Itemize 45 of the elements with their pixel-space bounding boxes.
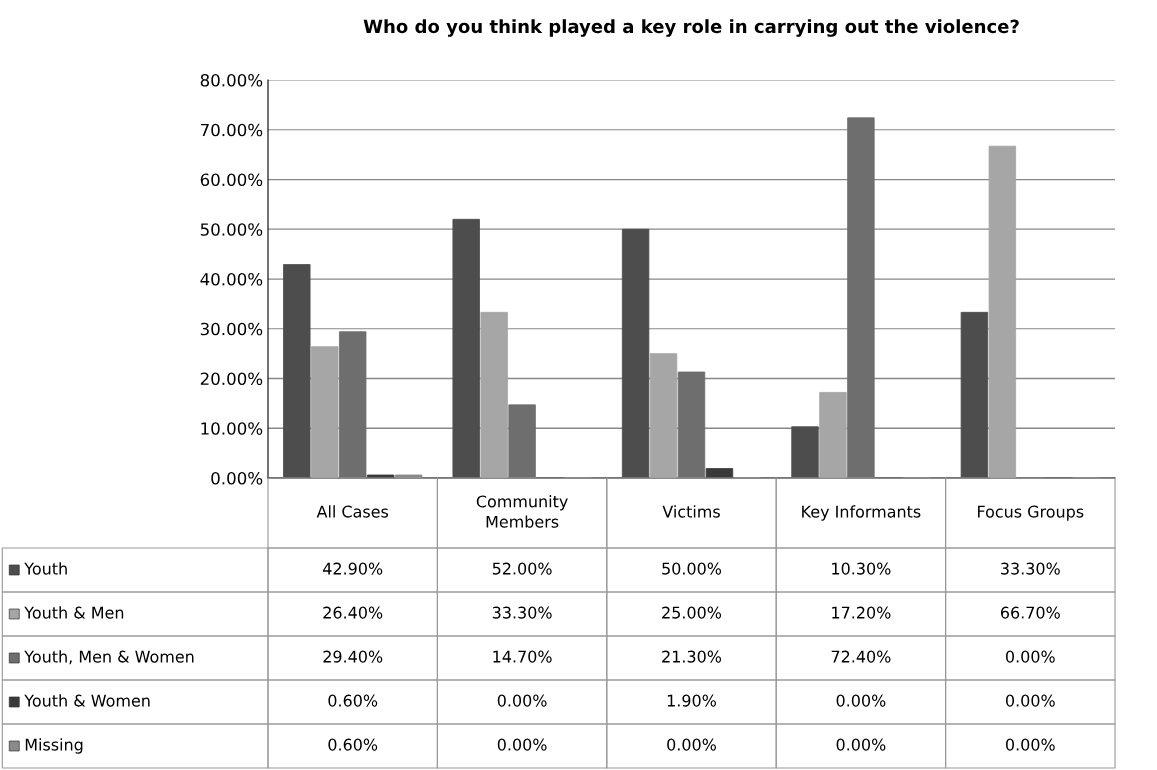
data-label: 21.30%: [662, 650, 722, 663]
y-tick-label: 80.00%: [200, 73, 263, 87]
data-label: 17.20%: [832, 606, 891, 619]
y-tick-label: 50.00%: [200, 223, 263, 236]
data-label: 14.70%: [493, 650, 552, 663]
legend-label: Youth & Men: [24, 606, 124, 619]
data-label: 42.90%: [323, 562, 383, 575]
y-tick-label: 20.00%: [200, 372, 263, 386]
legend-label: Youth, Men & Women: [24, 650, 194, 665]
data-label: 0.60%: [328, 694, 378, 707]
y-tick-label: 60.00%: [200, 173, 263, 187]
data-label: 25.00%: [662, 606, 722, 619]
data-label: 0.00%: [667, 738, 716, 751]
x-tick-label: All Cases: [316, 505, 389, 518]
data-label: 0.00%: [1005, 694, 1055, 707]
data-label: 0.00%: [497, 738, 547, 751]
legend-label: Youth: [24, 562, 67, 575]
y-tick-label: 0.00%: [211, 471, 263, 485]
data-label: 10.30%: [832, 562, 891, 575]
data-label: 52.00%: [492, 562, 552, 575]
data-label: 50.00%: [662, 562, 722, 575]
y-tick-label: 40.00%: [200, 272, 263, 286]
data-label: 29.40%: [323, 650, 383, 663]
data-label: 26.40%: [323, 606, 383, 619]
chart-title: Who do you think played a key role in carrying out the violence?: [363, 19, 1019, 37]
data-label: 33.30%: [1001, 562, 1060, 575]
y-tick-label: 30.00%: [200, 322, 263, 336]
legend-label: Missing: [25, 738, 83, 754]
x-tick-label: Community Members: [476, 495, 568, 528]
y-tick-label: 70.00%: [200, 123, 263, 137]
y-tick-label: 10.00%: [201, 422, 263, 435]
data-label: 66.70%: [1000, 606, 1060, 619]
data-label: 72.40%: [831, 650, 891, 663]
data-label: 0.60%: [328, 738, 378, 751]
data-label: 0.00%: [497, 694, 547, 707]
data-label: 1.90%: [667, 694, 716, 707]
x-tick-label: Focus Groups: [978, 505, 1084, 521]
legend-label: Youth & Women: [24, 694, 150, 707]
data-label: 0.00%: [1005, 650, 1055, 663]
x-tick-label: Victims: [662, 505, 720, 518]
x-tick-label: Key Informants: [802, 505, 921, 521]
data-label: 0.00%: [1005, 738, 1055, 751]
data-label: 33.30%: [492, 606, 552, 619]
data-label: 0.00%: [836, 738, 886, 751]
data-label: 0.00%: [836, 694, 886, 707]
